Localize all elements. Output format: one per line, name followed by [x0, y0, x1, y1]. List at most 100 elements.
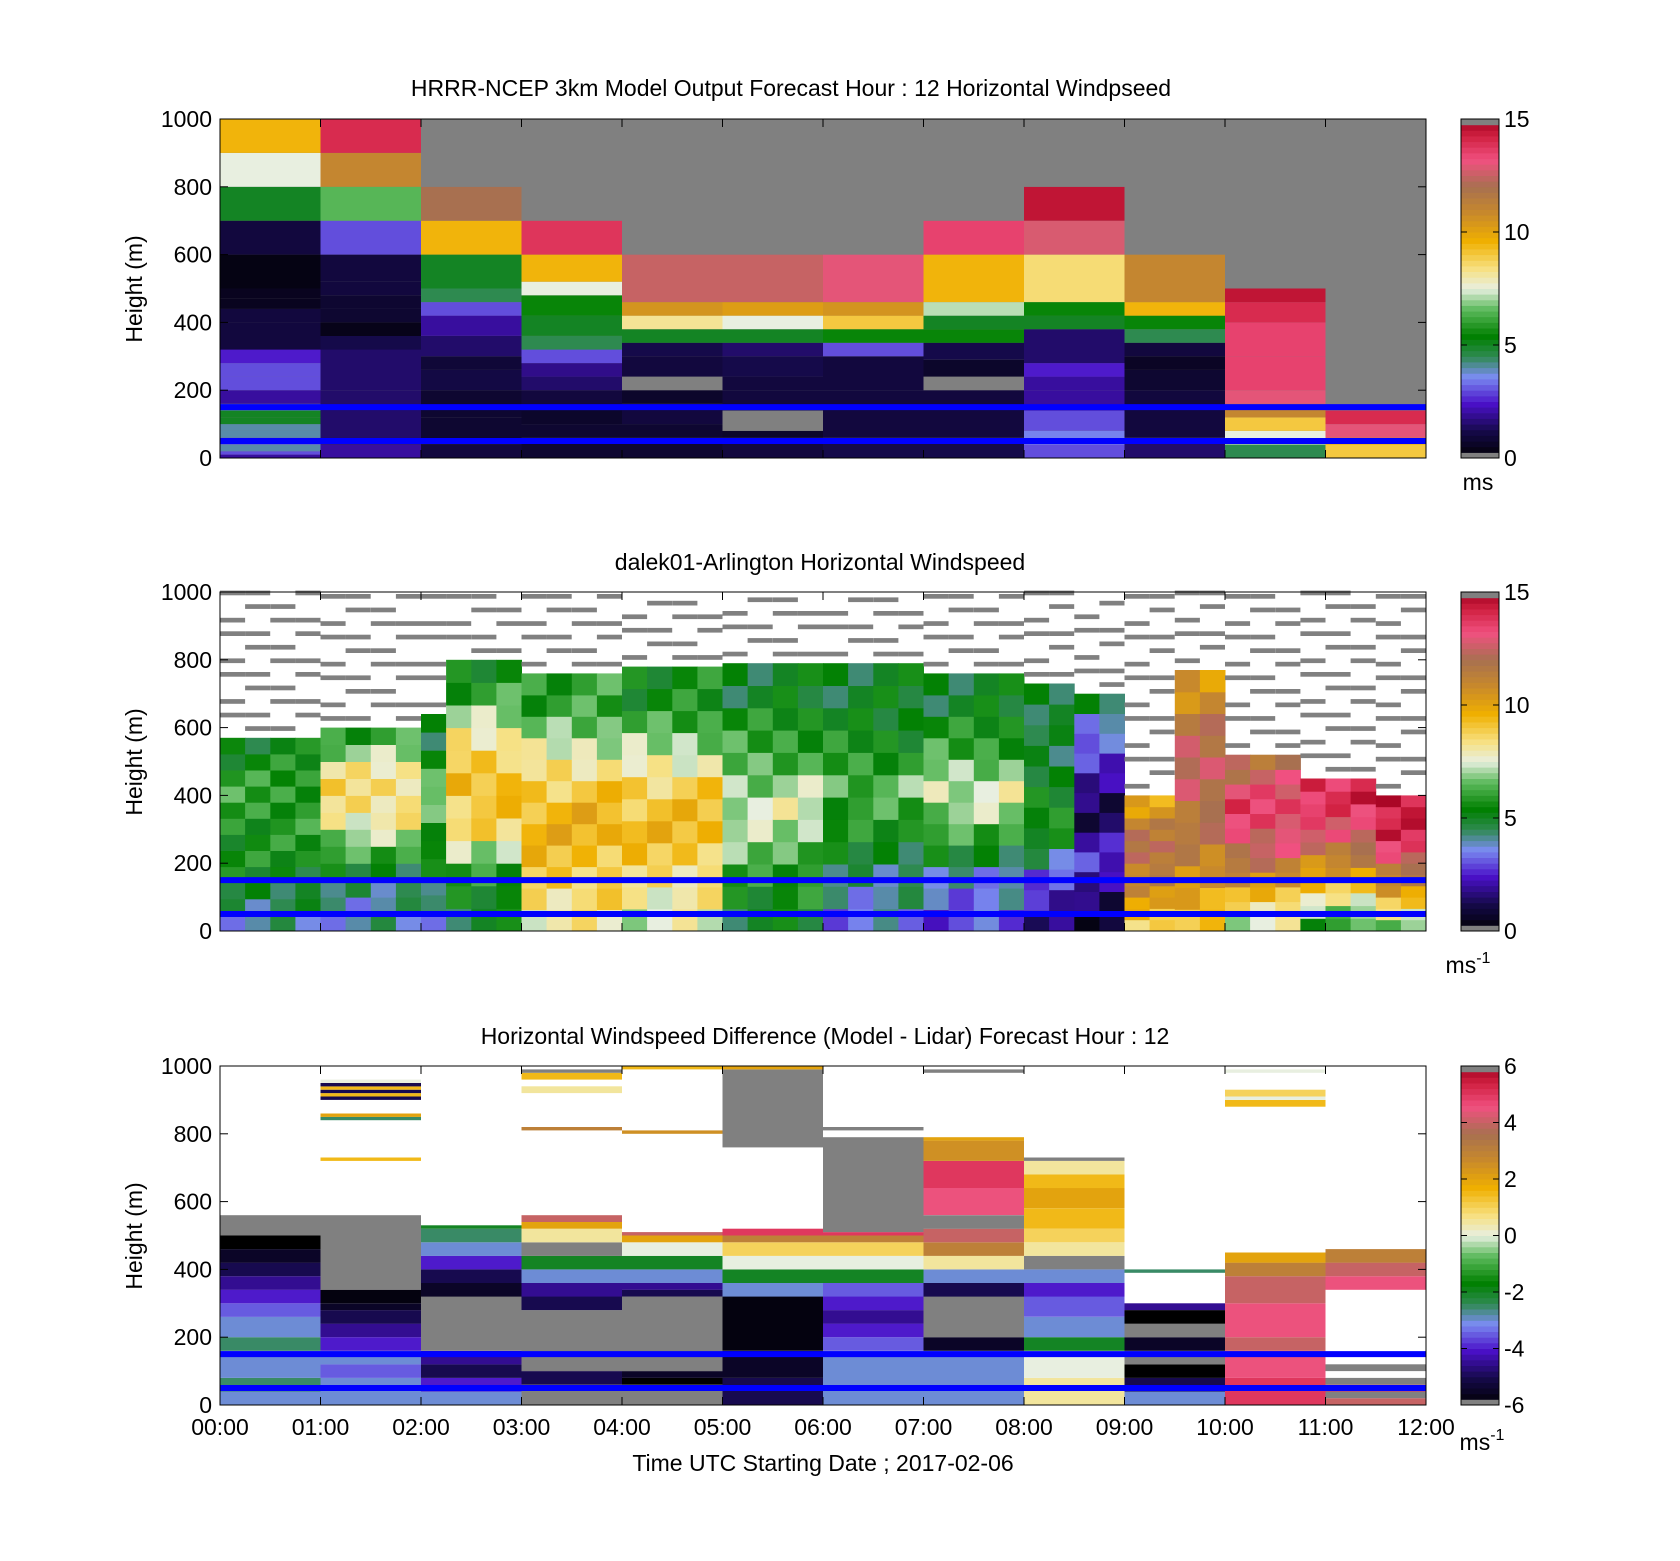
heatmap-cell — [270, 834, 296, 851]
colorbar-segment — [1461, 761, 1499, 768]
colorbar-segment — [1461, 367, 1499, 374]
colorbar-segment — [1461, 181, 1499, 188]
heatmap-cell — [823, 1350, 924, 1405]
heatmap-cell — [672, 754, 698, 778]
heatmap-cell — [370, 702, 396, 708]
heatmap-cell — [1024, 683, 1050, 705]
heatmap-cell — [320, 322, 421, 336]
heatmap-cell — [948, 648, 974, 653]
heatmap-cell — [1049, 724, 1075, 746]
heatmap-cell — [823, 774, 849, 798]
colorbar-segment — [1461, 665, 1499, 672]
y-tick-label: 800 — [174, 174, 212, 200]
panel-difference: Horizontal Windspeed Difference (Model -… — [121, 1023, 1525, 1476]
heatmap-cell — [923, 759, 950, 782]
panel-difference-colorbar-unit-base: ms — [1460, 1429, 1491, 1455]
heatmap-cell — [1124, 1303, 1225, 1311]
heatmap-cell — [1024, 1160, 1125, 1175]
heatmap-cell — [672, 710, 698, 734]
heatmap-cell — [1325, 410, 1426, 425]
heatmap-cell — [1024, 766, 1050, 788]
heatmap-cell — [1199, 735, 1226, 758]
heatmap-cell — [672, 886, 698, 910]
heatmap-cell — [873, 864, 899, 887]
heatmap-cell — [873, 597, 899, 603]
heatmap-cell — [421, 732, 447, 751]
heatmap-cell — [245, 770, 271, 787]
heatmap-cell — [1350, 739, 1376, 745]
heatmap-cell — [421, 356, 522, 370]
heatmap-cell — [1400, 607, 1426, 613]
heatmap-cell — [797, 651, 823, 657]
heatmap-cell — [1375, 783, 1401, 789]
heatmap-cell — [521, 1069, 622, 1073]
heatmap-cell — [1400, 689, 1426, 694]
heatmap-cell — [1225, 390, 1326, 404]
heatmap-cell — [1074, 655, 1100, 660]
heatmap-cell — [220, 363, 321, 377]
heatmap-cell — [1124, 1310, 1225, 1324]
heatmap-cell — [1124, 702, 1150, 708]
heatmap-cell — [1199, 631, 1225, 636]
heatmap-cell — [1149, 634, 1175, 640]
heatmap-cell — [446, 795, 472, 819]
heatmap-cell — [446, 682, 472, 706]
heatmap-cell — [1024, 349, 1125, 364]
y-tick-label: 400 — [174, 782, 212, 808]
colorbar-segment — [1461, 435, 1499, 442]
colorbar-tick-label: 4 — [1504, 1110, 1517, 1136]
heatmap-cell — [1300, 778, 1326, 792]
heatmap-cell — [622, 820, 648, 844]
panel-lidar-title: dalek01-Arlington Horizontal Windspeed — [615, 549, 1025, 575]
x-tick-label: 02:00 — [392, 1414, 450, 1440]
heatmap-cell — [747, 886, 774, 910]
heatmap-cell — [220, 1276, 321, 1290]
heatmap-cell — [622, 798, 648, 822]
heatmap-cell — [722, 1255, 823, 1270]
heatmap-cell — [496, 727, 522, 751]
heatmap-cell — [647, 600, 673, 606]
heatmap-cell — [220, 850, 246, 868]
heatmap-cell — [421, 186, 522, 221]
heatmap-cell — [1024, 1337, 1125, 1351]
colorbar-segment — [1461, 1071, 1499, 1078]
heatmap-cell — [948, 780, 975, 803]
heatmap-cell — [220, 1391, 321, 1405]
heatmap-cell — [973, 694, 1000, 717]
heatmap-cell — [1375, 675, 1401, 681]
colorbar-segment — [1461, 1359, 1499, 1366]
y-tick-label: 0 — [199, 445, 212, 471]
heatmap-cell — [823, 1127, 924, 1131]
colorbar-segment — [1461, 744, 1499, 751]
heatmap-cell — [622, 732, 648, 756]
heatmap-cell — [1024, 410, 1125, 431]
heatmap-cell — [1124, 1337, 1225, 1351]
heatmap-cell — [270, 914, 296, 932]
heatmap-cell — [1124, 885, 1151, 898]
colorbar-segment — [1461, 671, 1499, 678]
heatmap-cell — [320, 1337, 421, 1351]
heatmap-cell — [320, 281, 421, 296]
heatmap-cell — [747, 707, 774, 731]
heatmap-cell — [1199, 713, 1226, 736]
x-tick-label: 07:00 — [895, 1414, 953, 1440]
heatmap-cell — [1325, 816, 1352, 830]
heatmap-cell — [1225, 1069, 1326, 1073]
heatmap-cell — [1400, 675, 1426, 681]
colorbar-segment — [1461, 648, 1499, 655]
heatmap-cell — [1375, 716, 1401, 721]
heatmap-cell — [1250, 798, 1276, 814]
heatmap-cell — [622, 119, 723, 255]
colorbar-segment — [1461, 772, 1499, 779]
heatmap-cell — [1225, 743, 1251, 748]
heatmap-cell — [546, 845, 573, 868]
heatmap-cell — [496, 648, 522, 653]
heatmap-cell — [521, 1086, 622, 1094]
heatmap-cell — [1024, 724, 1050, 746]
colorbar-segment — [1461, 1099, 1499, 1106]
heatmap-cell — [370, 829, 397, 847]
heatmap-cell — [1099, 832, 1125, 853]
colorbar-segment — [1461, 710, 1499, 717]
heatmap-cell — [471, 795, 497, 819]
heatmap-cell — [1099, 627, 1125, 633]
